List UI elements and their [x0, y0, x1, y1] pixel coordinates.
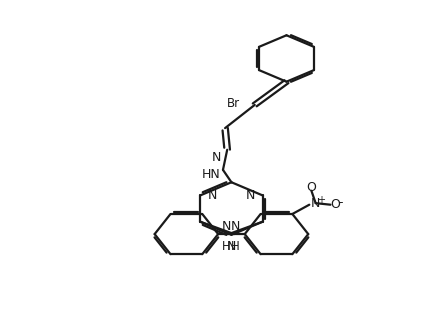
Text: +: +	[317, 195, 325, 205]
Text: N: N	[227, 240, 236, 254]
Text: -: -	[339, 196, 343, 209]
Text: O: O	[330, 198, 340, 211]
Text: N: N	[231, 220, 240, 233]
Text: H: H	[222, 240, 231, 253]
Text: N: N	[311, 197, 320, 210]
Text: N: N	[246, 189, 255, 202]
Text: HN: HN	[202, 168, 221, 181]
Text: N: N	[222, 220, 231, 233]
Text: N: N	[212, 151, 221, 164]
Text: N: N	[208, 189, 217, 202]
Text: Br: Br	[227, 97, 240, 110]
Text: O: O	[306, 181, 316, 194]
Text: H: H	[231, 240, 240, 253]
